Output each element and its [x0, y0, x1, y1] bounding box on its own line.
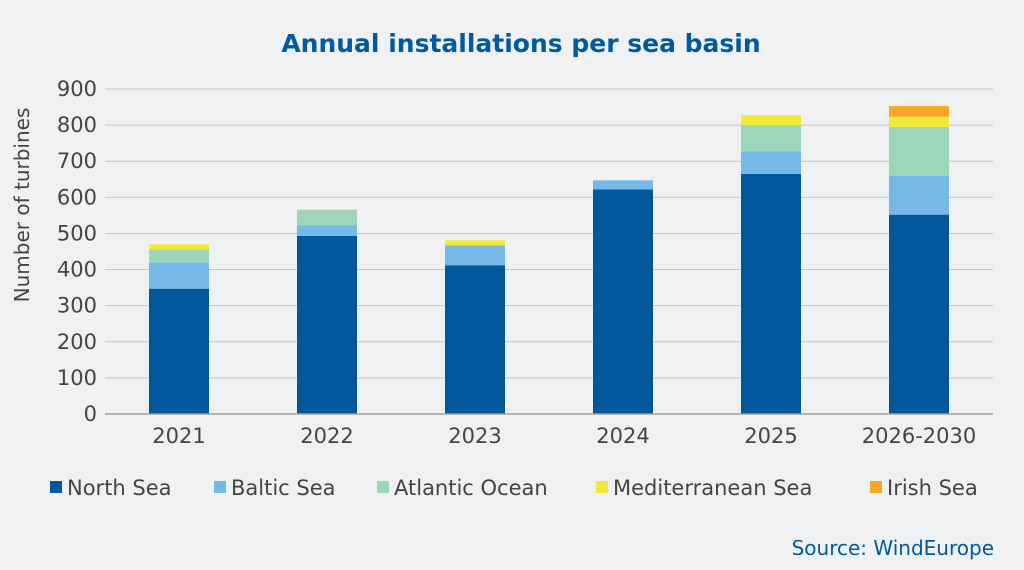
bars [149, 105, 949, 414]
bar-segment [297, 209, 357, 226]
y-tick-label: 900 [57, 77, 97, 101]
x-tick-label: 2025 [744, 424, 797, 448]
legend-swatch [50, 481, 62, 493]
y-tick-label: 0 [84, 402, 97, 426]
bar-segment [297, 225, 357, 236]
legend-label: Atlantic Ocean [394, 476, 548, 500]
bar-segment [593, 180, 653, 190]
x-tick-label: 2024 [596, 424, 649, 448]
bar-segment [889, 116, 949, 127]
y-tick-label: 700 [57, 149, 97, 173]
bar-segment [149, 288, 209, 414]
legend-label: Baltic Sea [231, 476, 336, 500]
y-tick-label: 300 [57, 294, 97, 318]
bar-segment [445, 245, 505, 266]
x-axis-ticks: 2021 2022 2023 2024 2025 2026-2030 [152, 424, 976, 448]
x-tick-label: 2026-2030 [862, 424, 976, 448]
y-axis-label: Number of turbines [10, 108, 34, 303]
legend-label: Mediterranean Sea [613, 476, 812, 500]
legend-label: Irish Sea [887, 476, 978, 500]
y-tick-label: 100 [57, 366, 97, 390]
bar-segment [741, 151, 801, 174]
x-tick-label: 2022 [300, 424, 353, 448]
bar-segment [741, 125, 801, 152]
x-tick-label: 2023 [448, 424, 501, 448]
bar-segment [445, 240, 505, 246]
y-tick-label: 800 [57, 113, 97, 137]
y-tick-label: 500 [57, 221, 97, 245]
legend-swatch [377, 481, 389, 493]
gridlines [105, 88, 993, 379]
bar-segment [445, 265, 505, 414]
legend-label: North Sea [67, 476, 172, 500]
bar-segment [149, 262, 209, 289]
source-note: Source: WindEurope [792, 536, 994, 560]
legend-swatch [870, 481, 882, 493]
bar-segment [149, 249, 209, 263]
bar-segment [889, 126, 949, 176]
bar-segment [741, 115, 801, 126]
bar-segment [889, 105, 949, 117]
bar-segment [593, 189, 653, 414]
bar-segment [889, 175, 949, 215]
chart-title: Annual installations per sea basin [281, 29, 760, 58]
bar-segment [741, 173, 801, 414]
bar-segment [889, 214, 949, 414]
x-tick-label: 2021 [152, 424, 205, 448]
y-tick-label: 400 [57, 258, 97, 282]
legend-swatch [214, 481, 226, 493]
y-tick-label: 200 [57, 330, 97, 354]
legend-swatch [596, 481, 608, 493]
legend: North Sea Baltic Sea Atlantic Ocean Mediter… [50, 476, 978, 500]
y-tick-label: 600 [57, 185, 97, 209]
y-axis-ticks: 0 100 200 300 400 500 600 700 800 900 [57, 77, 97, 426]
bar-segment [149, 244, 209, 250]
bar-segment [297, 235, 357, 414]
